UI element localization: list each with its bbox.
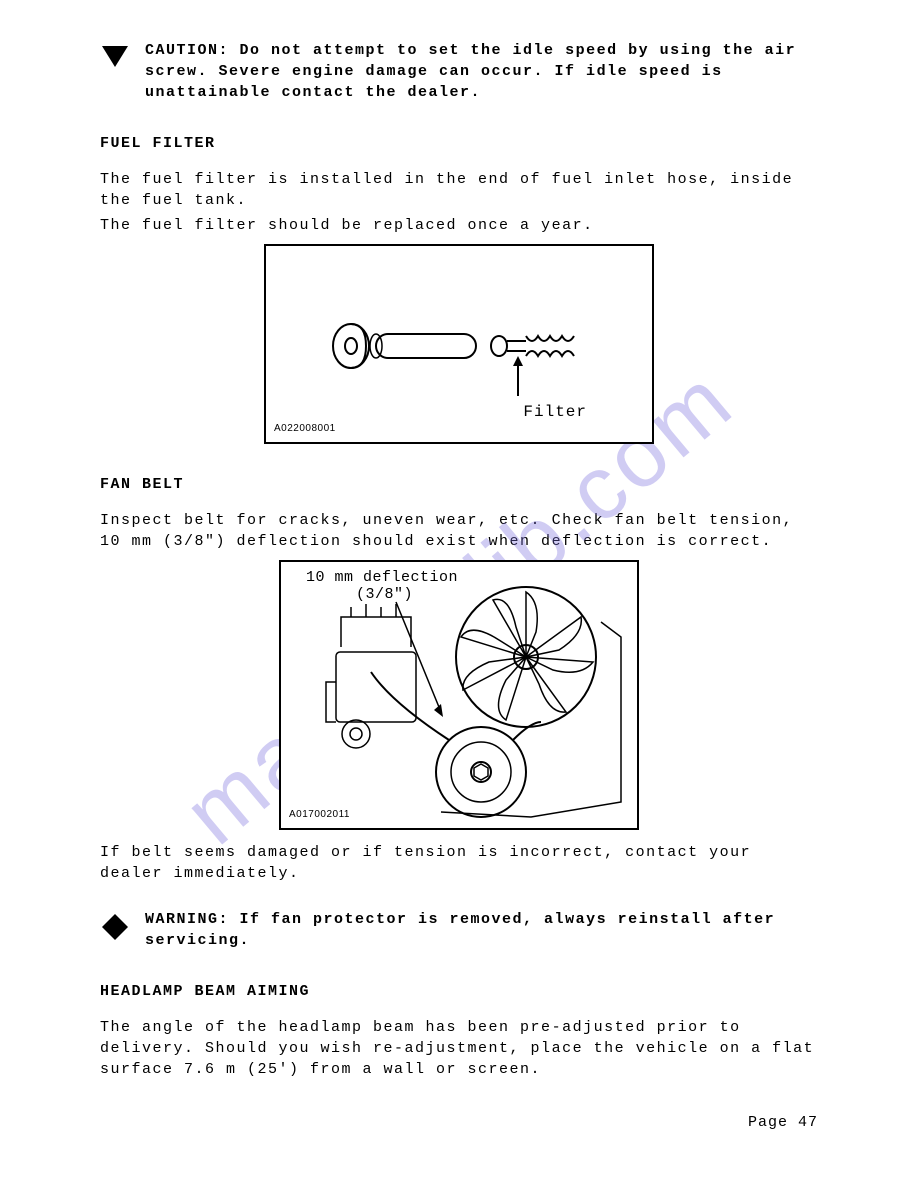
- caution-leader: CAUTION:: [145, 42, 229, 59]
- fan-belt-heading: FAN BELT: [100, 474, 818, 495]
- fuel-filter-heading: FUEL FILTER: [100, 133, 818, 154]
- fuel-filter-figure: Filter A022008001: [264, 244, 654, 444]
- fan-belt-figure: 10 mm deflection (3/8"): [279, 560, 639, 830]
- deflection-line1: 10 mm deflection: [306, 569, 458, 586]
- caution-body: Do not attempt to set the idle speed by …: [145, 42, 796, 101]
- warning-leader: WARNING:: [145, 911, 229, 928]
- fuel-filter-figure-code: A022008001: [274, 422, 336, 436]
- fan-belt-followup: If belt seems damaged or if tension is i…: [100, 842, 818, 884]
- triangle-down-icon: [100, 43, 130, 73]
- deflection-label: 10 mm deflection (3/8"): [306, 570, 458, 603]
- fuel-filter-figure-wrap: Filter A022008001: [100, 244, 818, 444]
- filter-label: Filter: [523, 401, 587, 423]
- page-number: Page 47: [748, 1112, 818, 1133]
- fuel-filter-line2: The fuel filter should be replaced once …: [100, 215, 818, 236]
- warning-callout: WARNING: If fan protector is removed, al…: [100, 909, 818, 951]
- fan-belt-intro: Inspect belt for cracks, uneven wear, et…: [100, 510, 818, 552]
- warning-body: If fan protector is removed, always rein…: [145, 911, 775, 949]
- fuel-filter-diagram: [266, 246, 656, 446]
- headlamp-heading: HEADLAMP BEAM AIMING: [100, 981, 818, 1002]
- caution-callout: CAUTION: Do not attempt to set the idle …: [100, 40, 818, 103]
- headlamp-text: The angle of the headlamp beam has been …: [100, 1017, 818, 1080]
- diamond-icon: [100, 912, 130, 942]
- fan-belt-figure-code: A017002011: [289, 808, 350, 822]
- deflection-line2: (3/8"): [306, 586, 413, 603]
- fan-belt-figure-wrap: 10 mm deflection (3/8"): [100, 560, 818, 830]
- warning-text: WARNING: If fan protector is removed, al…: [145, 909, 818, 951]
- caution-text: CAUTION: Do not attempt to set the idle …: [145, 40, 818, 103]
- fuel-filter-line1: The fuel filter is installed in the end …: [100, 169, 818, 211]
